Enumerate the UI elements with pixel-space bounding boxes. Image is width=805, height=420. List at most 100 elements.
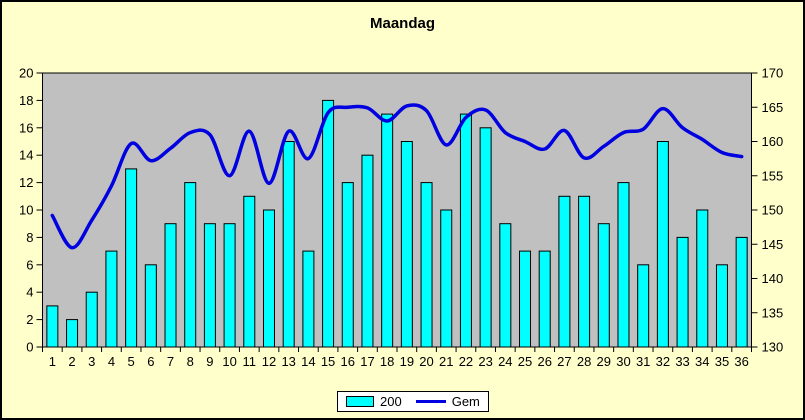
- bar: [440, 209, 453, 348]
- x-axis-label: 34: [695, 354, 709, 369]
- legend[interactable]: 200 Gem: [337, 391, 489, 412]
- y-axis-label: 16: [19, 120, 33, 135]
- bar: [282, 141, 295, 348]
- x-axis-label: 31: [636, 354, 650, 369]
- x-axis-label: 12: [262, 354, 276, 369]
- y2-axis-label: 165: [762, 100, 784, 115]
- x-axis-label: 5: [128, 354, 135, 369]
- y-axis-label: 20: [19, 66, 33, 81]
- chart-title: Maandag: [369, 15, 435, 32]
- x-axis-label: 15: [321, 354, 335, 369]
- bar: [105, 250, 118, 348]
- bar: [597, 223, 610, 348]
- x-axis-label: 19: [400, 354, 414, 369]
- bar: [203, 223, 216, 348]
- bar: [361, 154, 374, 348]
- x-axis-label: 35: [715, 354, 729, 369]
- bar: [341, 182, 354, 348]
- bar: [637, 264, 650, 348]
- x-axis-label: 6: [147, 354, 154, 369]
- x-axis-label: 25: [518, 354, 532, 369]
- y2-axis-label: 155: [762, 168, 784, 183]
- bar: [223, 223, 236, 348]
- x-axis-label: 9: [206, 354, 213, 369]
- y-axis-label: 10: [19, 203, 33, 218]
- x-axis-label: 33: [675, 354, 689, 369]
- x-axis-label: 7: [167, 354, 174, 369]
- legend-bar-label: 200: [380, 394, 402, 409]
- y-axis-label: 18: [19, 93, 33, 108]
- x-axis-label: 16: [341, 354, 355, 369]
- bar: [696, 209, 709, 348]
- x-axis-label: 1: [49, 354, 56, 369]
- bar: [479, 127, 492, 348]
- y-axis-label: 6: [26, 257, 33, 272]
- bar: [144, 264, 157, 348]
- x-axis-label: 27: [557, 354, 571, 369]
- bar: [420, 182, 433, 348]
- bar: [66, 319, 79, 348]
- y-axis-label: 14: [19, 148, 33, 163]
- y-axis-label: 4: [26, 285, 33, 300]
- x-axis-label: 30: [616, 354, 630, 369]
- bar: [459, 113, 472, 348]
- bar: [381, 113, 394, 348]
- y2-axis-label: 130: [762, 340, 784, 355]
- gem-line: [50, 103, 744, 250]
- y2-axis-label: 135: [762, 305, 784, 320]
- x-axis-label: 20: [419, 354, 433, 369]
- legend-line-label: Gem: [451, 394, 480, 409]
- y-axis-label: 8: [26, 230, 33, 245]
- y2-axis-label: 140: [762, 271, 784, 286]
- bar: [322, 99, 335, 348]
- x-axis-label: 2: [68, 354, 75, 369]
- bar: [558, 195, 571, 348]
- y2-axis-label: 150: [762, 203, 784, 218]
- bar: [46, 305, 59, 348]
- y-axis-label: 2: [26, 312, 33, 327]
- x-axis-label: 4: [108, 354, 115, 369]
- x-axis-label: 23: [478, 354, 492, 369]
- legend-line-swatch-icon: [415, 400, 446, 403]
- x-axis-label: 24: [498, 354, 512, 369]
- x-axis-label: 13: [281, 354, 295, 369]
- x-axis-label: 18: [380, 354, 394, 369]
- x-axis-label: 26: [537, 354, 551, 369]
- bar: [617, 182, 630, 348]
- bar: [184, 182, 197, 348]
- bar: [676, 236, 689, 348]
- bar: [262, 209, 275, 348]
- x-axis-label: 36: [734, 354, 748, 369]
- y-axis-label: 0: [26, 340, 33, 355]
- x-axis-label: 10: [222, 354, 236, 369]
- bar: [656, 141, 669, 348]
- bar: [243, 195, 256, 348]
- x-axis-label: 29: [597, 354, 611, 369]
- x-axis-label: 32: [656, 354, 670, 369]
- x-axis-label: 21: [439, 354, 453, 369]
- bar: [715, 264, 728, 348]
- x-axis-label: 11: [243, 354, 257, 369]
- y2-axis-label: 160: [762, 134, 784, 149]
- legend-bar-swatch-icon: [346, 396, 374, 407]
- bar: [499, 223, 512, 348]
- bar: [519, 250, 532, 348]
- x-axis-label: 22: [459, 354, 473, 369]
- bar: [538, 250, 551, 348]
- x-axis-label: 3: [88, 354, 95, 369]
- bar: [735, 236, 748, 348]
- x-axis-label: 28: [577, 354, 591, 369]
- bar: [400, 141, 413, 348]
- bar: [578, 195, 591, 348]
- bar: [164, 223, 177, 348]
- bar: [302, 250, 315, 348]
- bar: [125, 168, 138, 348]
- y-axis-label: 12: [19, 175, 33, 190]
- bar: [85, 291, 98, 348]
- y2-axis-label: 145: [762, 237, 784, 252]
- x-axis-label: 8: [187, 354, 194, 369]
- y2-axis-label: 170: [762, 66, 784, 81]
- x-axis-label: 14: [301, 354, 315, 369]
